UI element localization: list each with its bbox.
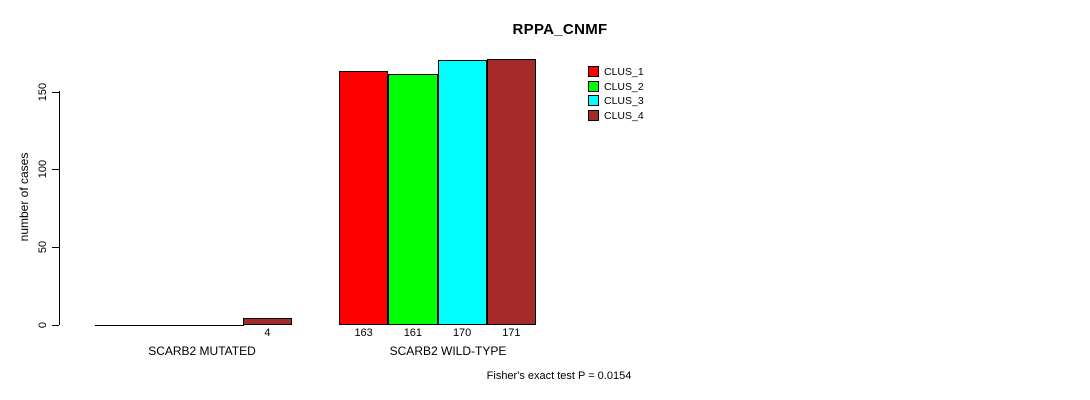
bar-clus_3 bbox=[437, 60, 487, 326]
bar-value-label: 163 bbox=[354, 327, 373, 339]
y-tick-mark bbox=[52, 246, 59, 248]
bar-value-label: 170 bbox=[452, 327, 472, 339]
zero-height-bar-clus_2 bbox=[144, 324, 195, 326]
y-tick-label: 150 bbox=[37, 82, 49, 101]
y-tick-mark bbox=[52, 324, 59, 326]
chart-title: RPPA_CNMF bbox=[512, 21, 608, 38]
zero-height-bar-clus_3 bbox=[193, 324, 244, 326]
legend-label-clus_4: CLUS_4 bbox=[604, 109, 644, 122]
bar-clus_2 bbox=[388, 74, 438, 326]
y-tick-label: 100 bbox=[37, 159, 49, 179]
footer-annotation: Fisher's exact test P = 0.0154 bbox=[486, 370, 632, 382]
bar-clus_4 bbox=[486, 58, 536, 326]
legend-label-clus_1: CLUS_1 bbox=[604, 66, 644, 78]
y-tick-mark bbox=[52, 169, 59, 171]
zero-height-bar-clus_1 bbox=[95, 324, 146, 326]
legend-swatch-clus_3 bbox=[588, 95, 599, 106]
bar-value-label: 171 bbox=[502, 327, 521, 339]
bar-value-label: 161 bbox=[403, 327, 423, 339]
legend-swatch-clus_2 bbox=[588, 80, 599, 92]
legend-swatch-clus_1 bbox=[588, 66, 599, 77]
y-tick-label: 50 bbox=[37, 240, 49, 253]
legend-label-clus_2: CLUS_2 bbox=[604, 80, 644, 93]
legend-swatch-clus_4 bbox=[588, 109, 599, 121]
y-axis-line bbox=[59, 91, 60, 325]
x-group-label-wildtype: SCARB2 WILD-TYPE bbox=[389, 344, 507, 358]
x-group-label-mutated: SCARB2 MUTATED bbox=[148, 344, 256, 358]
bar-clus_1 bbox=[339, 71, 389, 326]
bar-clus_4 bbox=[242, 318, 292, 326]
legend-label-clus_3: CLUS_3 bbox=[604, 95, 644, 107]
y-axis-label: number of cases bbox=[17, 152, 31, 242]
y-tick-label: 0 bbox=[37, 321, 49, 328]
bar-value-label: 4 bbox=[264, 327, 271, 339]
y-tick-mark bbox=[52, 91, 59, 93]
